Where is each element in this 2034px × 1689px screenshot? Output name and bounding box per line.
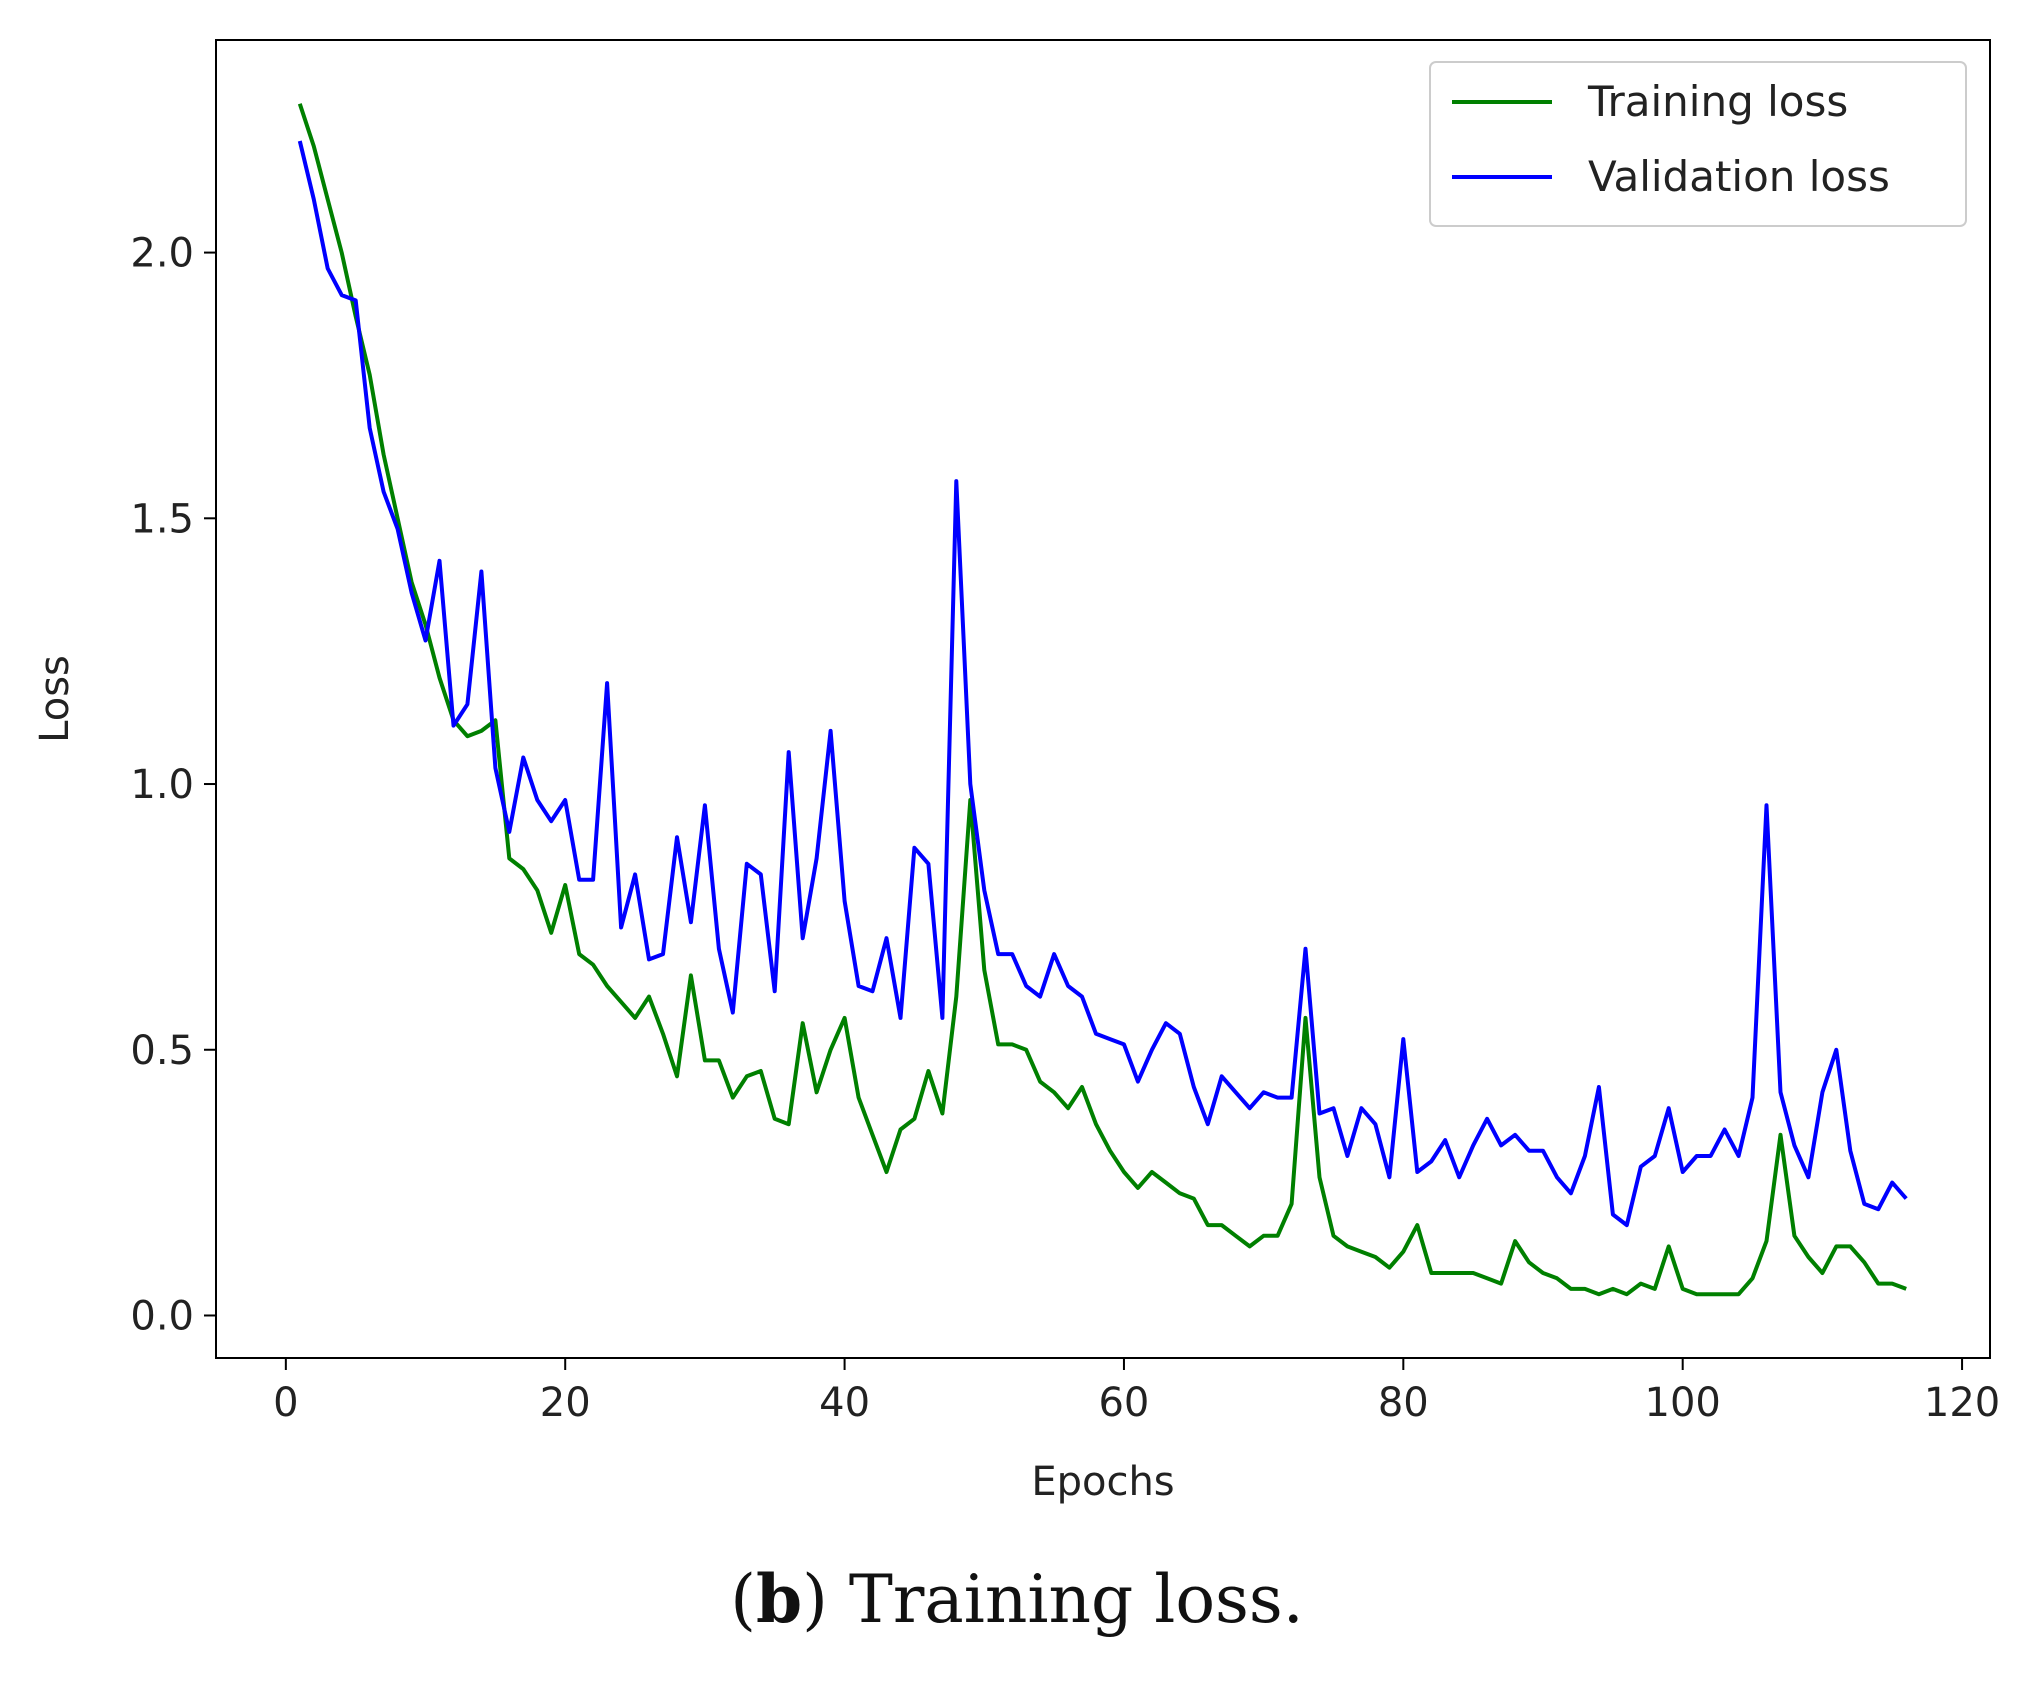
x-tick-label: 0: [273, 1380, 298, 1426]
legend: Training loss Validation loss: [1429, 61, 1967, 227]
y-tick-label: 2.0: [130, 231, 194, 277]
legend-label-validation: Validation loss: [1588, 152, 1890, 201]
caption-text: Training loss.: [827, 1561, 1304, 1638]
caption-label: b: [755, 1560, 803, 1638]
x-axis-label: Epochs: [1031, 1459, 1174, 1505]
x-tick-label: 120: [1924, 1380, 2000, 1426]
series-line-validation-loss: [297, 140, 1908, 1228]
x-axis-ticks: 0 20 40 60 80 100 120: [273, 1358, 2000, 1426]
y-axis-label: Loss: [32, 655, 78, 743]
y-tick-label: 0.0: [130, 1293, 194, 1339]
figure-caption: (b) Training loss.: [730, 1560, 1304, 1638]
series-line-training-loss: [297, 103, 1907, 1297]
y-tick-label: 1.0: [130, 762, 194, 808]
plot-area: [297, 103, 1908, 1297]
y-axis-ticks: 0.0 0.5 1.0 1.5 2.0: [130, 231, 216, 1339]
axes-frame: [215, 39, 1991, 1359]
loss-chart: 0 20 40 60 80 100 120 0.0 0.5 1.0 1.5 2.0 Epochs L…: [32, 39, 2000, 1505]
x-tick-label: 80: [1378, 1380, 1429, 1426]
x-tick-label: 40: [819, 1380, 870, 1426]
y-tick-label: 0.5: [130, 1028, 194, 1074]
x-tick-label: 60: [1098, 1380, 1149, 1426]
legend-label-training: Training loss: [1587, 77, 1848, 126]
x-tick-label: 20: [540, 1380, 591, 1426]
legend-box: [1429, 61, 1967, 227]
x-tick-label: 100: [1645, 1380, 1721, 1426]
y-tick-label: 1.5: [130, 496, 194, 542]
